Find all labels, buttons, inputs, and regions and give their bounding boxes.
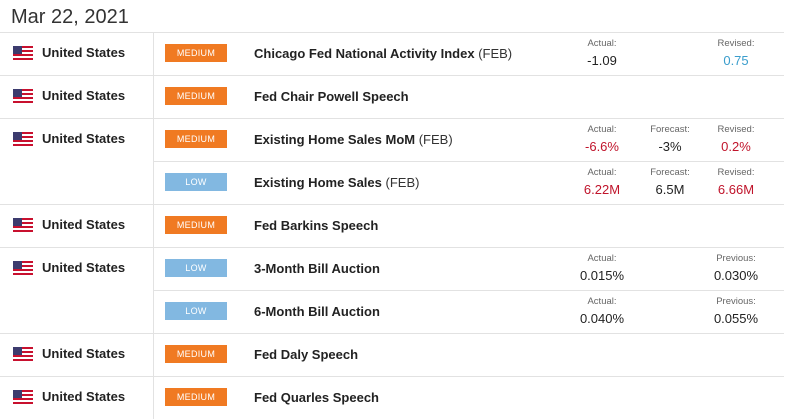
forecast-stat: Forecast: 6.5M xyxy=(640,167,700,197)
event-name[interactable]: Existing Home Sales MoM (FEB) xyxy=(254,132,453,147)
actual-stat: Actual: 0.040% xyxy=(572,296,632,326)
event-name[interactable]: Fed Barkins Speech xyxy=(254,218,379,233)
event-name[interactable]: 3-Month Bill Auction xyxy=(254,261,380,276)
forecast-value: 6.5M xyxy=(655,182,685,197)
impact-badge: MEDIUM xyxy=(165,216,227,234)
revised-value: 0.75 xyxy=(723,53,749,68)
event-row[interactable]: MEDIUM Existing Home Sales MoM (FEB) Act… xyxy=(154,119,784,161)
impact-badge: MEDIUM xyxy=(165,87,227,105)
country-group: United States MEDIUM Fed Daly Speech xyxy=(0,333,784,376)
country-cell: United States xyxy=(0,334,154,376)
country-name: United States xyxy=(42,45,126,60)
country-name: United States xyxy=(42,88,126,103)
actual-value: -6.6% xyxy=(585,139,619,154)
event-row[interactable]: LOW Existing Home Sales (FEB) Actual: 6.2… xyxy=(154,161,784,204)
actual-value: 6.22M xyxy=(583,182,621,197)
event-period: (FEB) xyxy=(385,175,420,190)
previous-stat: Previous: 0.055% xyxy=(706,296,766,326)
actual-stat: Actual: 0.015% xyxy=(572,253,632,283)
event-list: MEDIUM Fed Quarles Speech xyxy=(154,377,784,419)
event-name[interactable]: Chicago Fed National Activity Index (FEB… xyxy=(254,46,513,61)
country-group: United States LOW 3-Month Bill Auction A… xyxy=(0,247,784,333)
actual-value: 0.040% xyxy=(579,311,625,326)
revised-value: 0.2% xyxy=(721,139,751,154)
revised-stat: Revised: 6.66M xyxy=(706,167,766,197)
event-period: (FEB) xyxy=(478,46,513,61)
country-group: United States MEDIUM Existing Home Sales… xyxy=(0,118,784,204)
forecast-value: -3% xyxy=(658,139,682,154)
impact-badge: MEDIUM xyxy=(165,44,227,62)
actual-stat: Actual: -6.6% xyxy=(572,124,632,154)
country-group: United States MEDIUM Chicago Fed Nationa… xyxy=(0,32,784,75)
economic-calendar: United States MEDIUM Chicago Fed Nationa… xyxy=(0,32,784,419)
event-list: MEDIUM Fed Daly Speech xyxy=(154,334,784,376)
forecast-stat: Forecast: -3% xyxy=(640,124,700,154)
us-flag-icon xyxy=(13,132,33,146)
event-list: LOW 3-Month Bill Auction Actual: 0.015% P… xyxy=(154,248,784,333)
revised-stat: Revised: 0.75 xyxy=(706,38,766,68)
event-row[interactable]: LOW 3-Month Bill Auction Actual: 0.015% P… xyxy=(154,248,784,290)
impact-badge: MEDIUM xyxy=(165,130,227,148)
country-cell: United States xyxy=(0,248,154,333)
event-list: MEDIUM Existing Home Sales MoM (FEB) Act… xyxy=(154,119,784,204)
us-flag-icon xyxy=(13,218,33,232)
country-name: United States xyxy=(42,389,126,404)
country-name: United States xyxy=(42,217,126,232)
event-period: (FEB) xyxy=(418,132,453,147)
us-flag-icon xyxy=(13,390,33,404)
impact-badge: LOW xyxy=(165,259,227,277)
revised-stat: Revised: 0.2% xyxy=(706,124,766,154)
event-name[interactable]: Fed Chair Powell Speech xyxy=(254,89,409,104)
previous-value: 0.055% xyxy=(713,311,759,326)
actual-value: -1.09 xyxy=(587,53,617,68)
country-name: United States xyxy=(42,346,126,361)
revised-value: 6.66M xyxy=(717,182,755,197)
us-flag-icon xyxy=(13,347,33,361)
event-name[interactable]: Existing Home Sales (FEB) xyxy=(254,175,420,190)
country-group: United States MEDIUM Fed Barkins Speech xyxy=(0,204,784,247)
country-group: United States MEDIUM Fed Chair Powell Sp… xyxy=(0,75,784,118)
event-name[interactable]: 6-Month Bill Auction xyxy=(254,304,380,319)
us-flag-icon xyxy=(13,89,33,103)
event-list: MEDIUM Fed Barkins Speech xyxy=(154,205,784,247)
country-cell: United States xyxy=(0,205,154,247)
event-row[interactable]: MEDIUM Fed Daly Speech xyxy=(154,334,784,376)
impact-badge: LOW xyxy=(165,302,227,320)
event-row[interactable]: MEDIUM Fed Quarles Speech xyxy=(154,377,784,419)
country-group: United States MEDIUM Fed Quarles Speech xyxy=(0,376,784,419)
actual-stat: Actual: -1.09 xyxy=(572,38,632,68)
impact-badge: LOW xyxy=(165,173,227,191)
event-row[interactable]: MEDIUM Fed Barkins Speech xyxy=(154,205,784,247)
event-row[interactable]: MEDIUM Fed Chair Powell Speech xyxy=(154,76,784,118)
previous-stat: Previous: 0.030% xyxy=(706,253,766,283)
country-cell: United States xyxy=(0,119,154,204)
event-name[interactable]: Fed Quarles Speech xyxy=(254,390,379,405)
country-cell: United States xyxy=(0,377,154,419)
impact-badge: MEDIUM xyxy=(165,345,227,363)
event-row[interactable]: MEDIUM Chicago Fed National Activity Ind… xyxy=(154,33,784,75)
event-name[interactable]: Fed Daly Speech xyxy=(254,347,359,362)
country-name: United States xyxy=(42,131,126,146)
country-cell: United States xyxy=(0,33,154,75)
actual-value: 0.015% xyxy=(579,268,625,283)
impact-badge: MEDIUM xyxy=(165,388,227,406)
event-row[interactable]: LOW 6-Month Bill Auction Actual: 0.040% P… xyxy=(154,290,784,333)
previous-value: 0.030% xyxy=(713,268,759,283)
date-header: Mar 22, 2021 xyxy=(11,6,129,28)
us-flag-icon xyxy=(13,46,33,60)
country-name: United States xyxy=(42,260,126,275)
event-list: MEDIUM Chicago Fed National Activity Ind… xyxy=(154,33,784,75)
us-flag-icon xyxy=(13,261,33,275)
event-list: MEDIUM Fed Chair Powell Speech xyxy=(154,76,784,118)
country-cell: United States xyxy=(0,76,154,118)
actual-stat: Actual: 6.22M xyxy=(572,167,632,197)
